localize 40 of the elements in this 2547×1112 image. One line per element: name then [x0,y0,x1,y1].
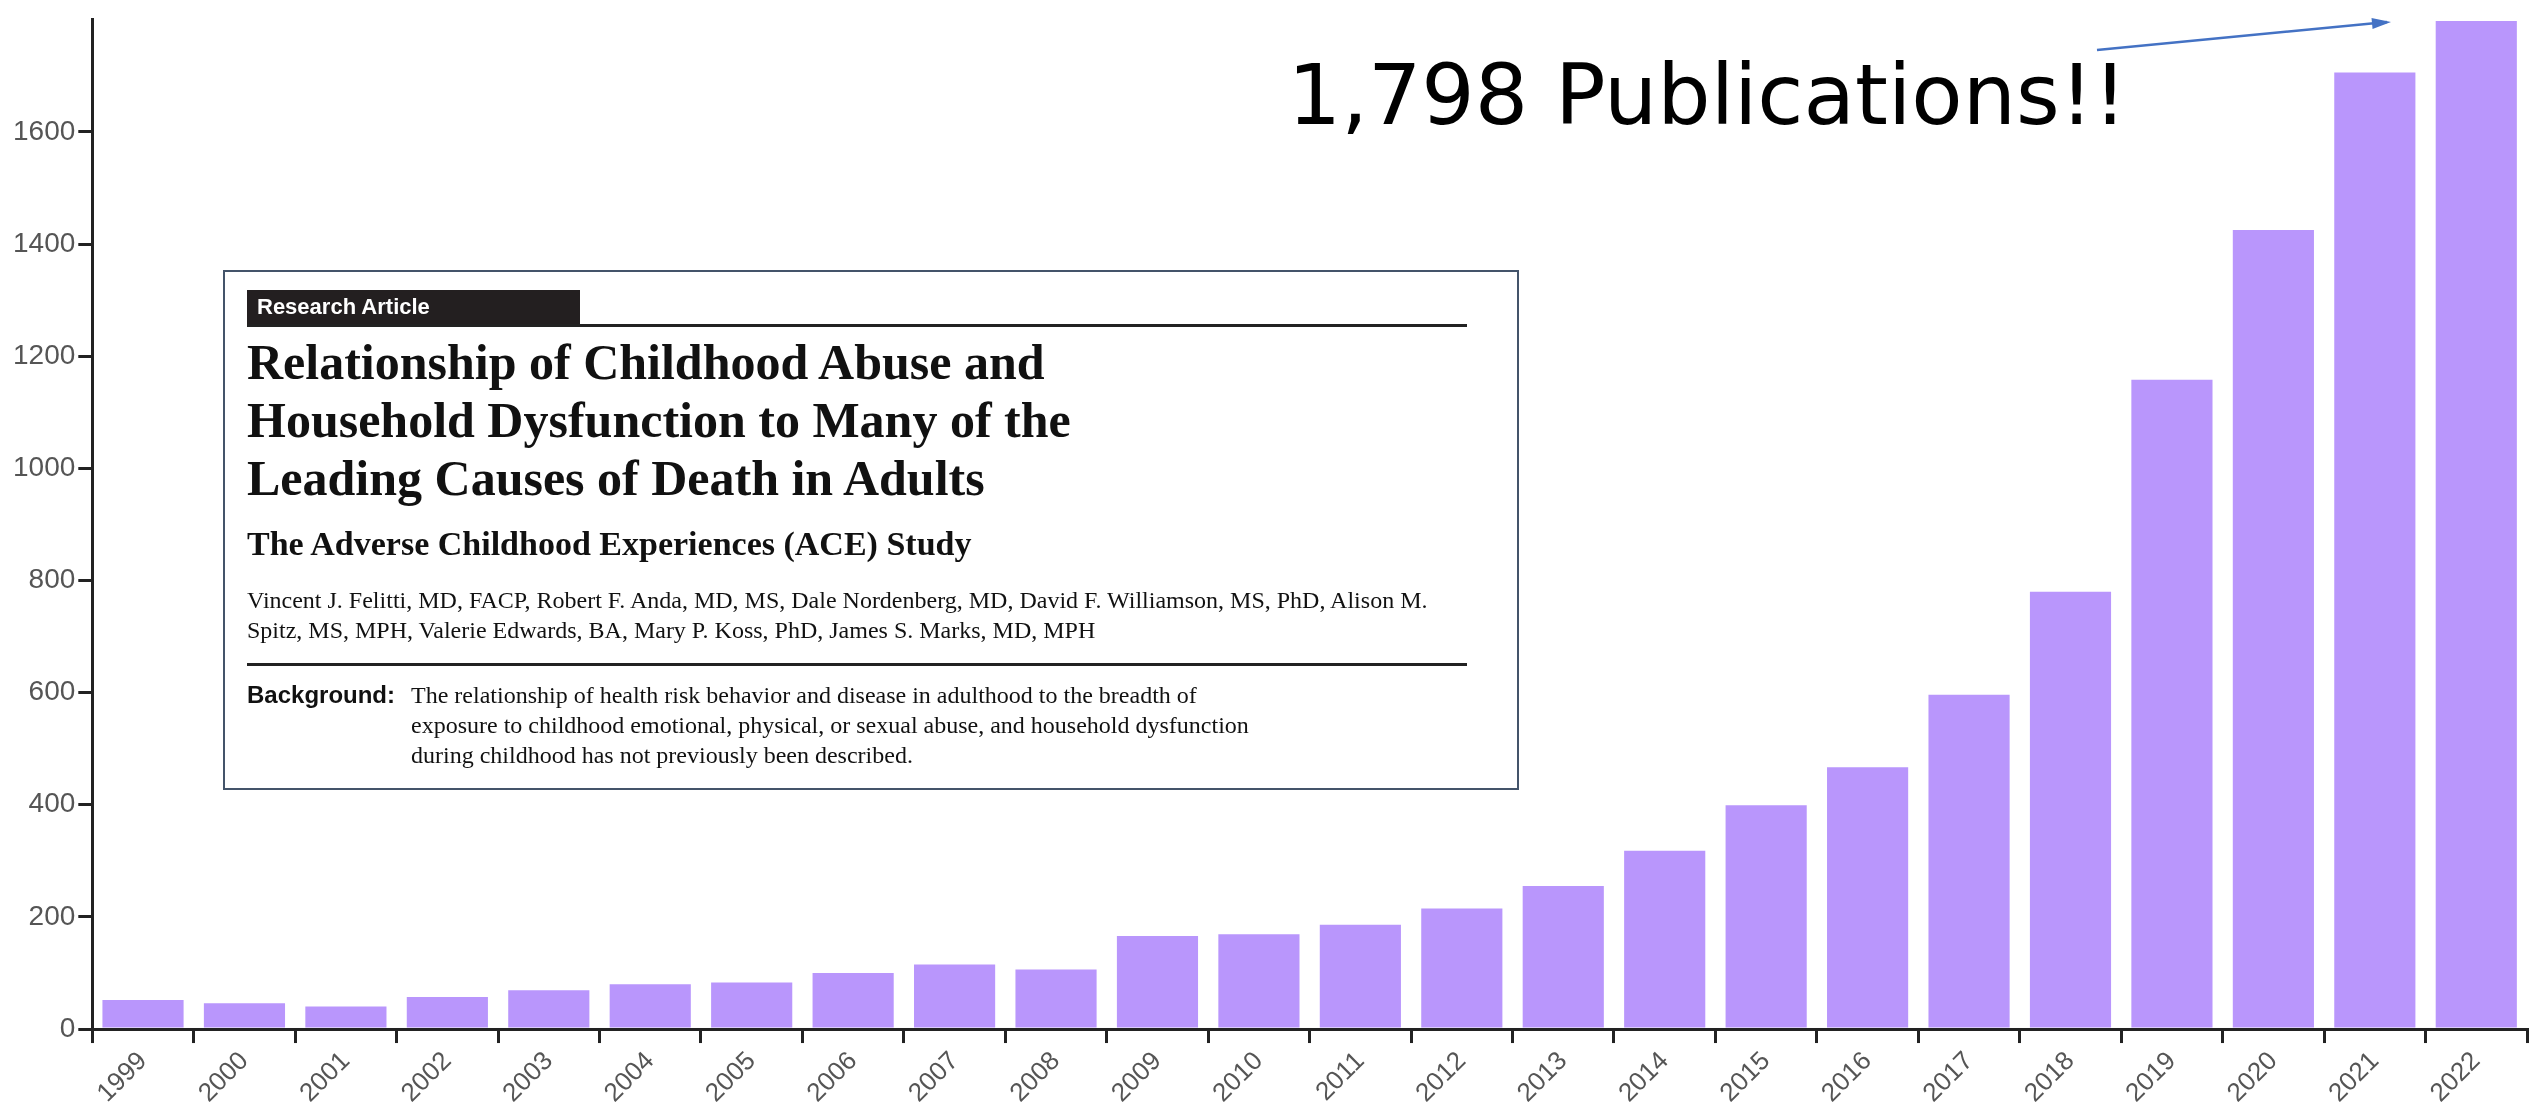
y-tick-label: 1600 [12,114,76,146]
bar [1624,850,1706,1028]
bar [203,1003,286,1028]
bar [609,984,691,1028]
bar [1319,924,1401,1028]
annotation: Relationship of Childhood Abuse and Household Dysfunction to Many of the Leading Causes of Death in Adults [247,333,1072,507]
bar [1421,908,1503,1028]
annotation: Background: [247,680,396,710]
y-tick-label: 1000 [12,451,76,483]
y-tick-label: 1200 [12,338,76,370]
y-tick-label: 1400 [12,226,76,258]
bar [1928,694,2010,1028]
bar [1522,886,1604,1028]
bar [1015,969,1097,1028]
y-tick-label: 200 [28,899,76,931]
bar [711,982,793,1028]
bar [1725,805,1807,1028]
annotation: The relationship of health risk behavior and disease in adulthood to the breadth of exposure to childhood emotional, physical, or sexual abuse, and household dysfunction during childhood has not previously been described. [411,681,1250,770]
y-tick-label: 600 [28,675,76,707]
bar [406,997,488,1028]
bar [812,972,894,1028]
bar [2131,379,2213,1028]
bar [1218,934,1300,1028]
bar [2232,230,2314,1028]
bar [1116,935,1199,1028]
y-tick-label: 800 [28,563,76,595]
bar [2435,20,2517,1028]
bar [914,964,996,1028]
y-tick-label: 0 [59,1011,76,1043]
bar [2334,72,2416,1028]
annotation: Research Article [247,290,580,324]
annotation: 1,798 Publications!! [1287,45,2127,144]
annotation: Vincent J. Felitti, MD, FACP, Robert F. Anda, MD, MS, Dale Nordenberg, MD, David F. Williamson, MS, PhD, Alison M. Spitz, MS, MPH, Valerie Edwards, BA, Mary P. Koss, PhD, James S. Marks, MD, MPH [247,586,1429,645]
annotation: The Adverse Childhood Experiences (ACE) Study [247,525,973,563]
bar [1827,767,1909,1028]
bar [508,990,590,1028]
bar [102,999,184,1028]
y-tick-label: 400 [28,787,76,819]
bar [2029,591,2112,1028]
bar [305,1006,387,1028]
